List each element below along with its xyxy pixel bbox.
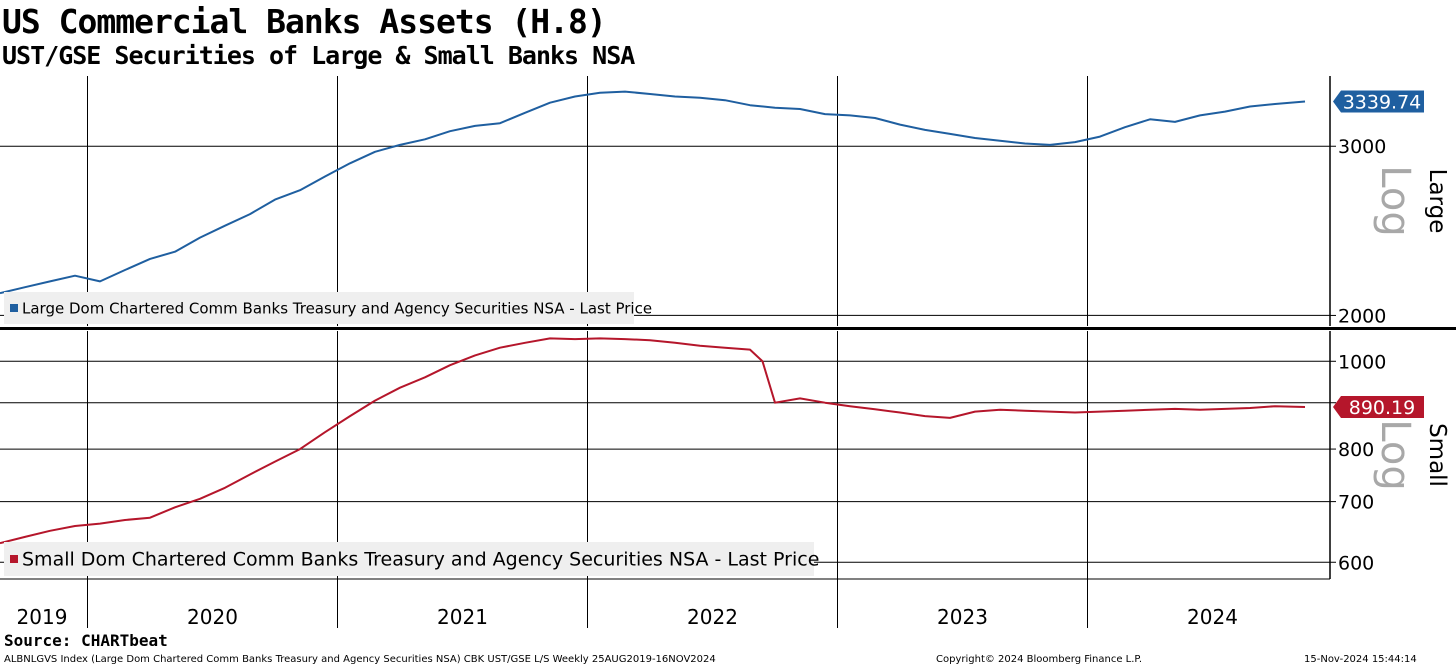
- small-series-line: [0, 337, 1306, 545]
- large-panel-label: Large: [1424, 169, 1450, 234]
- small-legend-swatch: [10, 555, 18, 563]
- small-legend-box: [4, 542, 814, 576]
- small-last-value-label: 890.19: [1349, 397, 1415, 419]
- large-ytick-label-2000: 2000: [1338, 305, 1386, 327]
- panel-large: 2000 3000 Log Large 3339.74 Large Dom Charter…: [0, 76, 1450, 327]
- small-ytick-label-1000: 1000: [1338, 351, 1386, 373]
- source-note: Source: CHARTbeat: [4, 631, 168, 650]
- chart-subtitle: UST/GSE Securities of Large & Small Bank…: [2, 41, 635, 70]
- large-legend-box: [4, 292, 634, 324]
- panel-small: 600 700 800 1000 Log Small 890.19 Small Dom Cha…: [0, 331, 1450, 579]
- small-log-scale-label: Log: [1372, 419, 1418, 490]
- small-last-value-tag: [1333, 396, 1424, 419]
- small-panel-label: Small: [1424, 423, 1450, 487]
- small-ytick-label-700: 700: [1338, 492, 1374, 514]
- x-axis: 2019 2020 2021 2022 2023 2024: [0, 578, 1330, 629]
- footer-copyright: Copyright© 2024 Bloomberg Finance L.P.: [936, 654, 1143, 665]
- x-tick-label-2023: 2023: [937, 605, 988, 629]
- chart-title: US Commercial Banks Assets (H.8): [2, 2, 607, 41]
- large-ytick-label-3000: 3000: [1338, 136, 1386, 158]
- footer-series-info: ALBNLGVS Index (Large Dom Chartered Comm…: [4, 654, 716, 665]
- large-series-line: [0, 90, 1306, 295]
- small-ytick-label-600: 600: [1338, 552, 1374, 574]
- footer-timestamp: 15-Nov-2024 15:44:14: [1304, 654, 1417, 665]
- large-legend-label: Large Dom Chartered Comm Banks Treasury …: [22, 299, 652, 317]
- x-tick-label-2021: 2021: [437, 605, 488, 629]
- small-ytick-label-800: 800: [1338, 439, 1374, 461]
- small-legend-label: Small Dom Chartered Comm Banks Treasury …: [22, 549, 819, 571]
- x-tick-label-2020: 2020: [187, 605, 238, 629]
- x-tick-label-2024: 2024: [1187, 605, 1238, 629]
- x-tick-label-2022: 2022: [687, 605, 738, 629]
- large-legend-swatch: [10, 304, 18, 312]
- large-log-scale-label: Log: [1372, 165, 1418, 236]
- large-last-value-tag: [1333, 90, 1424, 113]
- large-last-value-label: 3339.74: [1343, 91, 1422, 113]
- x-tick-label-2019: 2019: [17, 605, 68, 629]
